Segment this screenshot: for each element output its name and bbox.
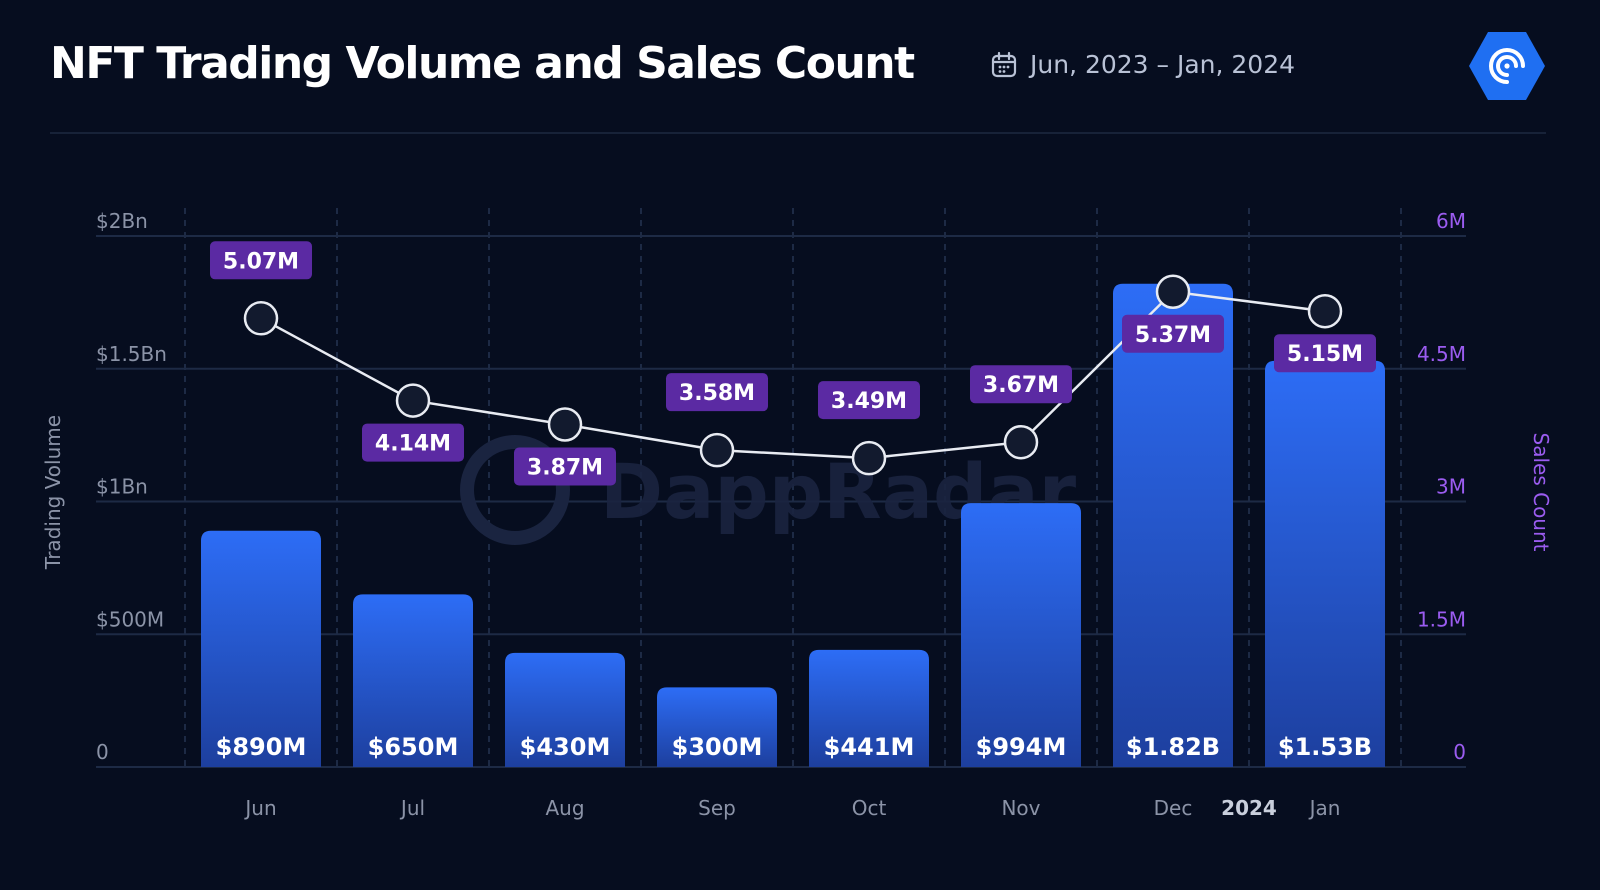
watermark-logo-icon [460, 435, 570, 545]
sales-count-point [1155, 274, 1191, 310]
sales-count-label: 4.14M [375, 432, 451, 457]
bar-trading-volume [1265, 360, 1385, 767]
sales-count-label-bg [666, 373, 768, 412]
bar-trading-volume [505, 652, 625, 767]
sales-count-point [851, 440, 887, 476]
x-year-marker: 2024 [1221, 796, 1277, 820]
bar-value-label: $994M [976, 733, 1067, 761]
dappradar-logo-icon [1468, 30, 1546, 102]
bar-value-label: $441M [824, 733, 915, 761]
sales-count-label: 3.67M [983, 373, 1059, 398]
y-right-tick-label: 0 [1453, 740, 1466, 764]
bar-value-label: $890M [216, 733, 307, 761]
x-tick-label: Aug [545, 796, 584, 820]
x-tick-label: Dec [1154, 796, 1193, 820]
y-left-tick-label: $1Bn [96, 475, 148, 499]
sales-count-point [243, 301, 279, 336]
y-right-tick-label: 6M [1436, 209, 1466, 233]
sales-count-label: 3.58M [679, 381, 755, 406]
sales-count-label: 3.87M [527, 456, 603, 481]
sales-count-point [395, 383, 431, 418]
bar-trading-volume [201, 530, 321, 767]
sales-count-label: 5.07M [223, 249, 299, 274]
sales-count-label-bg [210, 241, 312, 280]
sales-count-label-bg [818, 381, 920, 420]
sales-count-label-bg [362, 423, 464, 462]
y-right-tick-label: 1.5M [1417, 607, 1466, 631]
sales-count-point [1307, 293, 1343, 329]
header-divider [50, 132, 1546, 134]
sales-count-point [699, 432, 735, 468]
bar-trading-volume [809, 649, 929, 767]
date-range: Jun, 2023 – Jan, 2024 [990, 50, 1295, 79]
y-right-tick-label: 3M [1436, 475, 1466, 499]
sales-count-label: 3.49M [831, 389, 907, 414]
date-range-text: Jun, 2023 – Jan, 2024 [1030, 50, 1296, 79]
bar-trading-volume [657, 687, 777, 767]
sales-count-label-bg [1122, 314, 1224, 353]
bar-trading-volume [353, 594, 473, 767]
x-tick-label: Nov [1001, 796, 1040, 820]
chart-title: NFT Trading Volume and Sales Count [50, 38, 915, 89]
bar-value-label: $300M [672, 733, 763, 761]
bar-value-label: $1.53B [1278, 733, 1372, 761]
bar-trading-volume [961, 503, 1081, 767]
bar-trading-volume [1113, 283, 1233, 767]
y-left-tick-label: $1.5Bn [96, 342, 167, 366]
sales-count-label: 5.37M [1135, 323, 1211, 348]
y-right-tick-label: 4.5M [1417, 342, 1466, 366]
sales-count-point [1003, 424, 1039, 460]
y-left-tick-label: 0 [96, 740, 109, 764]
chart-header: NFT Trading Volume and Sales Count Jun, … [0, 0, 1600, 140]
sales-count-label-bg [970, 365, 1072, 404]
calendar-icon [990, 51, 1018, 79]
y-left-tick-label: $500M [96, 607, 164, 631]
y-right-axis-title: Sales Count [1529, 433, 1553, 552]
x-tick-label: Sep [698, 796, 736, 820]
x-tick-label: Jun [243, 796, 276, 820]
sales-count-label: 5.15M [1287, 342, 1363, 367]
bar-value-label: $430M [520, 733, 611, 761]
bar-value-label: $1.82B [1126, 733, 1220, 761]
sales-count-point [547, 407, 583, 442]
y-left-tick-label: $2Bn [96, 209, 148, 233]
x-tick-label: Jul [399, 796, 425, 820]
x-tick-label: Jan [1308, 796, 1341, 820]
sales-count-label-bg [514, 447, 616, 486]
bar-value-label: $650M [368, 733, 459, 761]
sales-count-label-bg [1274, 334, 1376, 373]
x-tick-label: Oct [852, 796, 887, 820]
y-left-axis-title: Trading Volume [41, 415, 65, 570]
